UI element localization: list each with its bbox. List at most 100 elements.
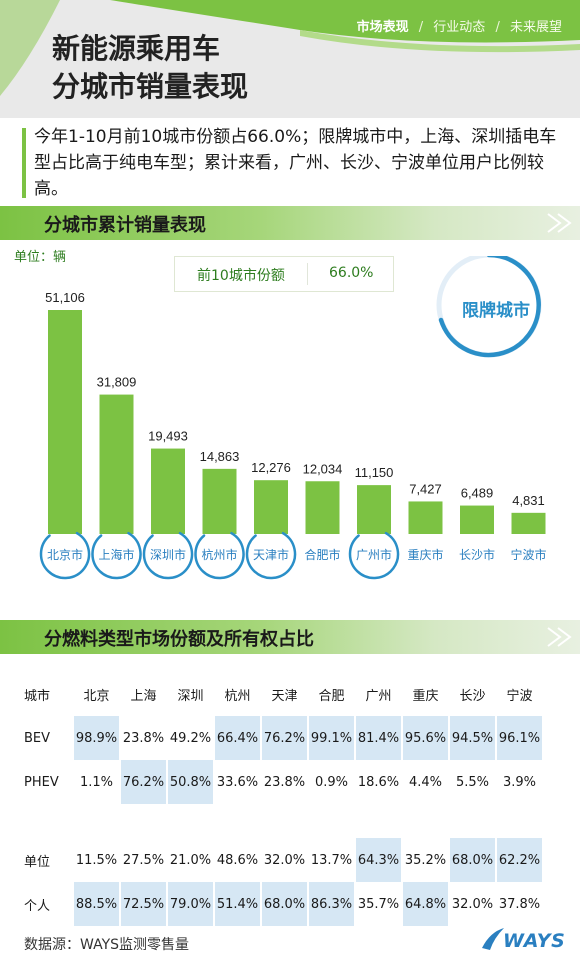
page-header: 市场表现 / 行业动态 / 未来展望 新能源乘用车 分城市销量表现: [0, 0, 580, 118]
table-cell: 23.8%: [122, 730, 165, 746]
bar-宁波市: [511, 512, 546, 534]
table-cell: 64.3%: [356, 838, 401, 882]
restricted-city-legend-label: 限牌城市: [462, 301, 530, 321]
bar-value-label: 11,150: [355, 465, 394, 480]
table-cell: 18.6%: [357, 774, 400, 790]
table-cell: 长沙: [459, 688, 486, 704]
bar-value-label: 6,489: [461, 486, 494, 501]
bar-长沙市: [460, 505, 494, 534]
restricted-city-marker: [91, 531, 142, 580]
table-cell: 86.3%: [309, 882, 354, 926]
table-cell: 1.1%: [79, 774, 114, 790]
table-cell: 33.6%: [216, 774, 259, 790]
table-cell: 98.9%: [74, 716, 119, 760]
category-label: 广州市: [356, 547, 392, 562]
table-cell: 5.5%: [455, 774, 490, 790]
bar-value-label: 4,831: [512, 493, 545, 508]
table-cell: 94.5%: [450, 716, 495, 760]
bar-value-label: 14,863: [200, 449, 240, 464]
bar-value-label: 51,106: [45, 290, 85, 305]
table-cell: 4.4%: [408, 774, 443, 790]
category-label: 合肥市: [304, 547, 340, 562]
category-label: 深圳市: [150, 547, 186, 562]
table-cell: 95.6%: [403, 716, 448, 760]
summary-text: 今年1-10月前10城市份额占66.0%；限牌城市中，上海、深圳插电车型占比高于…: [34, 127, 557, 199]
restricted-city-marker: [245, 531, 297, 580]
bar-value-label: 19,493: [148, 429, 188, 444]
table-cell: 35.2%: [404, 852, 447, 868]
restricted-city-marker: [348, 531, 400, 580]
page-title-line2: 分城市销量表现: [52, 70, 249, 103]
row-label: 个人: [24, 898, 51, 914]
share-box-divider: [307, 263, 308, 285]
top-nav: 市场表现 / 行业动态 / 未来展望: [357, 16, 562, 35]
summary-accent-bar: [22, 128, 26, 198]
section-title: 分燃料类型市场份额及所有权占比: [44, 629, 314, 650]
nav-separator: /: [495, 20, 500, 35]
table-cell: 宁波: [506, 688, 533, 704]
ways-logo-icon: [482, 928, 504, 950]
table-cell: 11.5%: [75, 852, 118, 868]
table-cell: 上海: [130, 688, 157, 704]
restricted-city-marker: [39, 531, 91, 580]
category-label: 北京市: [47, 547, 83, 562]
table-cell: 48.6%: [216, 852, 259, 868]
bar-广州市: [357, 485, 391, 534]
labels-layer: 51,106 北京市 31,809 上海市 19,493 深圳市 14,863 杭州市 12,2…: [39, 290, 547, 580]
ways-logo-text: WAYS: [503, 930, 566, 952]
section-header-fuel-share: 分燃料类型市场份额及所有权占比: [0, 620, 580, 654]
table-cell: 72.5%: [121, 882, 166, 926]
top10-share-value: 66.0%: [329, 265, 374, 281]
table-cell: 北京: [83, 688, 110, 704]
table-cell: 0.9%: [314, 774, 349, 790]
table-row-PHEV: PHEV 1.1% 76.2% 50.8% 33.6% 23.8% 0.9% 18.6% 4.4…: [22, 760, 542, 804]
table-cell: 49.2%: [169, 730, 212, 746]
table-cell: 27.5%: [122, 852, 165, 868]
row-label: BEV: [24, 730, 51, 746]
table-cell: 重庆: [412, 688, 439, 704]
table-cell: 32.0%: [451, 896, 494, 912]
table-header-row: 城市 北京 上海 深圳 杭州 天津 合肥 广州 重庆 长沙 宁波: [22, 672, 542, 716]
table-cell: 深圳: [177, 688, 204, 704]
category-label: 上海市: [98, 547, 134, 562]
table-cell: 66.4%: [215, 716, 260, 760]
unit-label: 单位：辆: [14, 250, 67, 265]
table-cell: 21.0%: [169, 852, 212, 868]
table-cell: 32.0%: [263, 852, 306, 868]
city-sales-bar-chart: 51,106 北京市 31,809 上海市 19,493 深圳市 14,863 杭州市 12,2…: [39, 290, 547, 580]
table-cell: 96.1%: [497, 716, 542, 760]
table-cell: 天津: [271, 688, 298, 704]
category-label: 长沙市: [459, 547, 495, 562]
nav-item-outlook[interactable]: 未来展望: [509, 20, 562, 35]
table-cell: 62.2%: [497, 838, 542, 882]
bar-value-label: 12,276: [251, 460, 291, 475]
top10-share-box: 前10城市份额 66.0%: [174, 256, 394, 292]
table-cell: 3.9%: [502, 774, 537, 790]
table-row-个人: 个人 88.5% 72.5% 79.0% 51.4% 68.0% 86.3% 35.7% 64.…: [22, 882, 542, 926]
page-title-line1: 新能源乘用车: [52, 32, 221, 65]
table-cell: 76.2%: [262, 716, 307, 760]
bar-上海市: [99, 394, 134, 534]
nav-separator: /: [418, 20, 424, 35]
bar-天津市: [254, 480, 288, 534]
table-row-BEV: BEV 98.9% 23.8% 49.2% 66.4% 76.2% 99.1% 81.4% 95…: [22, 716, 542, 760]
section-chevron-decoration: [547, 627, 572, 647]
fuel-ownership-table: 城市 北京 上海 深圳 杭州 天津 合肥 广州 重庆 长沙 宁波 BEV 98.9% 23.8% 49.2%…: [20, 672, 580, 926]
category-label: 宁波市: [510, 547, 546, 562]
table-cell: 13.7%: [310, 852, 353, 868]
row-label: PHEV: [24, 774, 59, 790]
nav-item-market[interactable]: 市场表现: [356, 20, 409, 35]
data-source: 数据源：WAYS监测零售量: [24, 937, 190, 953]
table-cell: 35.7%: [357, 896, 400, 912]
bar-北京市: [48, 310, 82, 534]
bar-合肥市: [305, 481, 340, 534]
category-label: 杭州市: [201, 547, 237, 562]
category-label: 天津市: [253, 547, 289, 562]
table-row-单位: 单位 11.5% 27.5% 21.0% 48.6% 32.0% 13.7% 64.3% 35.…: [22, 838, 542, 882]
nav-item-industry[interactable]: 行业动态: [433, 20, 486, 35]
bar-重庆市: [408, 501, 443, 534]
table-cell: 杭州: [224, 688, 251, 704]
table-cell: 79.0%: [168, 882, 213, 926]
table-cell: 64.8%: [403, 882, 448, 926]
table-cell: 合肥: [318, 688, 345, 704]
